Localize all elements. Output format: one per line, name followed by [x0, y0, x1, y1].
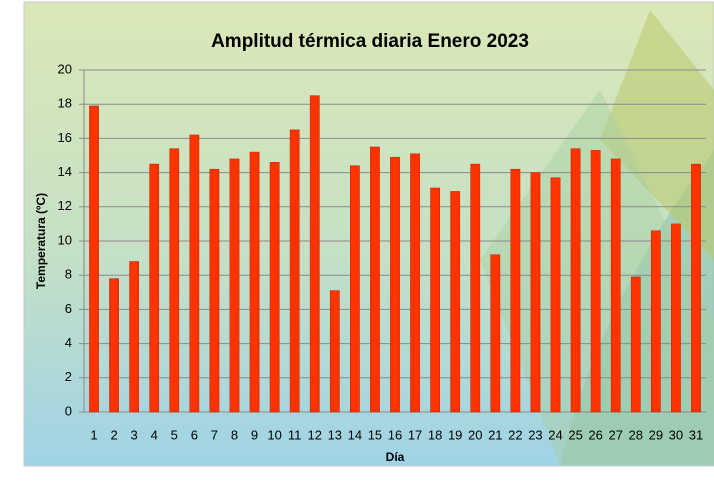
- bar: [350, 165, 360, 413]
- y-tick-label: 4: [65, 335, 72, 350]
- x-tick-label: 16: [388, 427, 402, 442]
- bar: [691, 163, 701, 413]
- y-tick-label: 8: [65, 267, 72, 282]
- bar: [370, 146, 380, 413]
- bar: [269, 162, 280, 413]
- x-tick-label: 13: [328, 427, 342, 442]
- bar: [309, 95, 320, 413]
- y-tick-label: 18: [58, 96, 72, 111]
- x-tick-label: 9: [251, 427, 258, 442]
- bar: [630, 276, 641, 413]
- bar: [470, 163, 481, 413]
- x-tick-label: 12: [308, 427, 322, 442]
- bar: [530, 172, 541, 413]
- bar: [229, 158, 240, 413]
- bar: [410, 153, 420, 413]
- bar: [390, 156, 400, 413]
- x-tick-label: 10: [267, 427, 281, 442]
- decoration: [600, 10, 714, 260]
- bar: [189, 134, 200, 413]
- bar: [289, 129, 300, 413]
- bar: [570, 148, 581, 413]
- x-tick-label: 18: [428, 427, 442, 442]
- x-tick-label: 4: [151, 427, 158, 442]
- bar: [671, 223, 681, 413]
- y-tick-label: 6: [65, 301, 72, 316]
- bar: [169, 148, 180, 413]
- x-axis-label: Día: [386, 450, 405, 464]
- x-tick-label: 22: [508, 427, 522, 442]
- x-tick-label: 30: [669, 427, 683, 442]
- bar: [89, 105, 99, 413]
- bar: [550, 177, 561, 413]
- bar: [129, 261, 140, 413]
- y-tick-label: 20: [58, 61, 72, 76]
- x-tick-label: 14: [348, 427, 362, 442]
- x-tick-label: 25: [568, 427, 582, 442]
- bar: [510, 168, 521, 413]
- y-axis-label: Temperatura (ºC): [34, 193, 48, 289]
- x-tick-label: 6: [191, 427, 198, 442]
- x-tick-label: 3: [131, 427, 138, 442]
- bar: [430, 187, 440, 413]
- y-tick-label: 14: [58, 164, 72, 179]
- x-tick-label: 31: [689, 427, 703, 442]
- x-tick-label: 1: [90, 427, 97, 442]
- x-tick-label: 21: [488, 427, 502, 442]
- bar: [590, 150, 601, 413]
- bar: [490, 254, 501, 413]
- bar: [610, 158, 621, 413]
- x-tick-label: 15: [368, 427, 382, 442]
- x-tick-label: 11: [288, 427, 302, 442]
- x-tick-label: 23: [528, 427, 542, 442]
- x-tick-label: 24: [548, 427, 562, 442]
- bar: [109, 278, 119, 413]
- bar: [650, 230, 661, 413]
- x-tick-label: 8: [231, 427, 238, 442]
- x-tick-label: 28: [629, 427, 643, 442]
- y-tick-label: 10: [58, 232, 72, 247]
- y-tick-label: 12: [58, 198, 72, 213]
- x-tick-label: 26: [588, 427, 602, 442]
- x-tick-label: 29: [649, 427, 663, 442]
- bar: [249, 151, 260, 413]
- chart-title: Amplitud térmica diaria Enero 2023: [211, 31, 529, 52]
- y-tick-label: 2: [65, 369, 72, 384]
- bar: [450, 191, 461, 413]
- bar: [329, 290, 340, 413]
- x-tick-label: 20: [468, 427, 482, 442]
- x-tick-label: 27: [608, 427, 622, 442]
- x-tick-label: 7: [211, 427, 218, 442]
- x-tick-label: 2: [110, 427, 117, 442]
- bar: [209, 168, 220, 413]
- y-tick-label: 16: [58, 130, 72, 145]
- x-tick-label: 17: [408, 427, 422, 442]
- bar: [149, 163, 160, 413]
- x-tick-label: 5: [171, 427, 178, 442]
- y-tick-label: 0: [65, 403, 72, 418]
- x-tick-label: 19: [448, 427, 462, 442]
